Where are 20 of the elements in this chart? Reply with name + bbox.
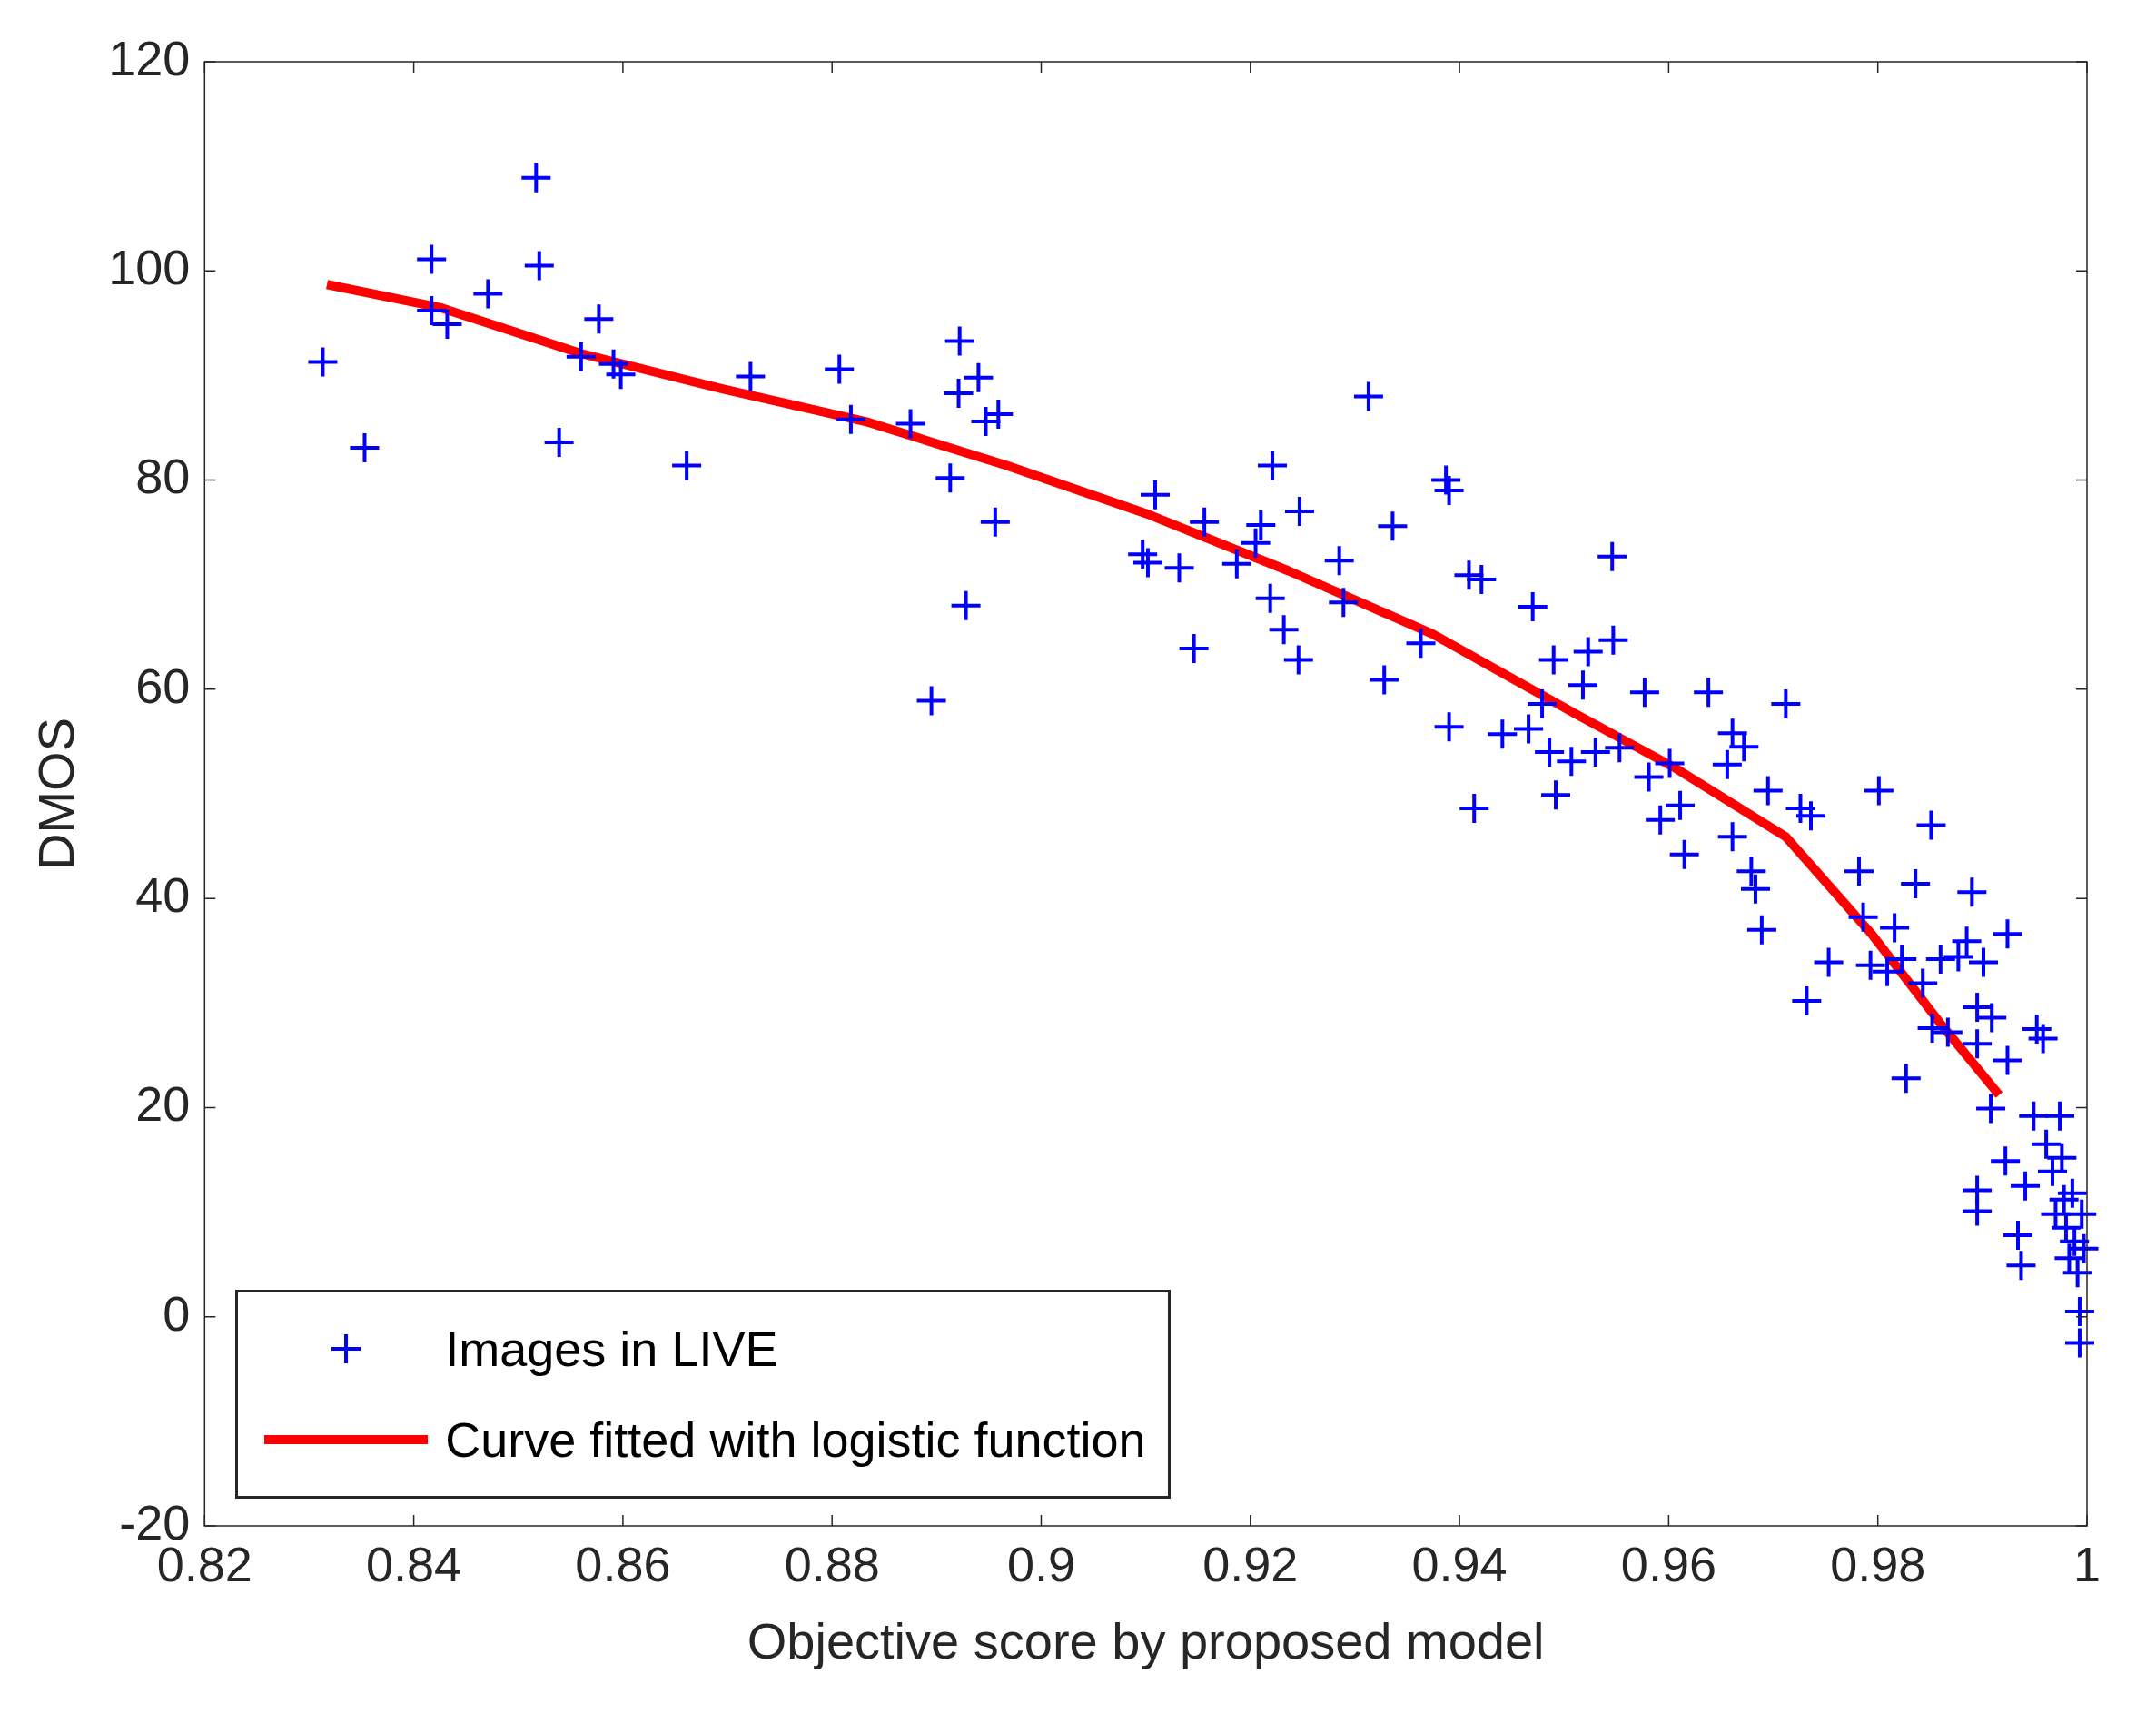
x-tick-label: 0.84 (366, 1537, 462, 1592)
x-tick-label: 0.94 (1411, 1537, 1508, 1592)
y-tick-label: 40 (135, 867, 191, 923)
x-tick-label: 0.9 (1006, 1537, 1076, 1592)
y-tick-label: 0 (163, 1285, 191, 1341)
legend-label: Curve fitted with logistic function (445, 1411, 1146, 1468)
x-tick-label: 0.96 (1620, 1537, 1716, 1592)
legend-label: Images in LIVE (445, 1321, 778, 1377)
y-tick-label: 120 (108, 30, 191, 85)
y-tick-label: 20 (135, 1076, 191, 1132)
x-tick-label: 0.98 (1830, 1537, 1926, 1592)
y-tick-label: 80 (135, 449, 191, 504)
y-tick-label: 60 (135, 658, 191, 713)
x-tick-label: 0.86 (575, 1537, 671, 1592)
y-tick-label: 100 (108, 240, 191, 295)
x-tick-label: 1 (2072, 1537, 2102, 1592)
y-axis-title: DMOS (27, 718, 85, 870)
x-tick-label: 0.88 (784, 1537, 880, 1592)
x-tick-label: 0.92 (1202, 1537, 1299, 1592)
x-axis-title: Objective score by proposed model (747, 1611, 1545, 1669)
